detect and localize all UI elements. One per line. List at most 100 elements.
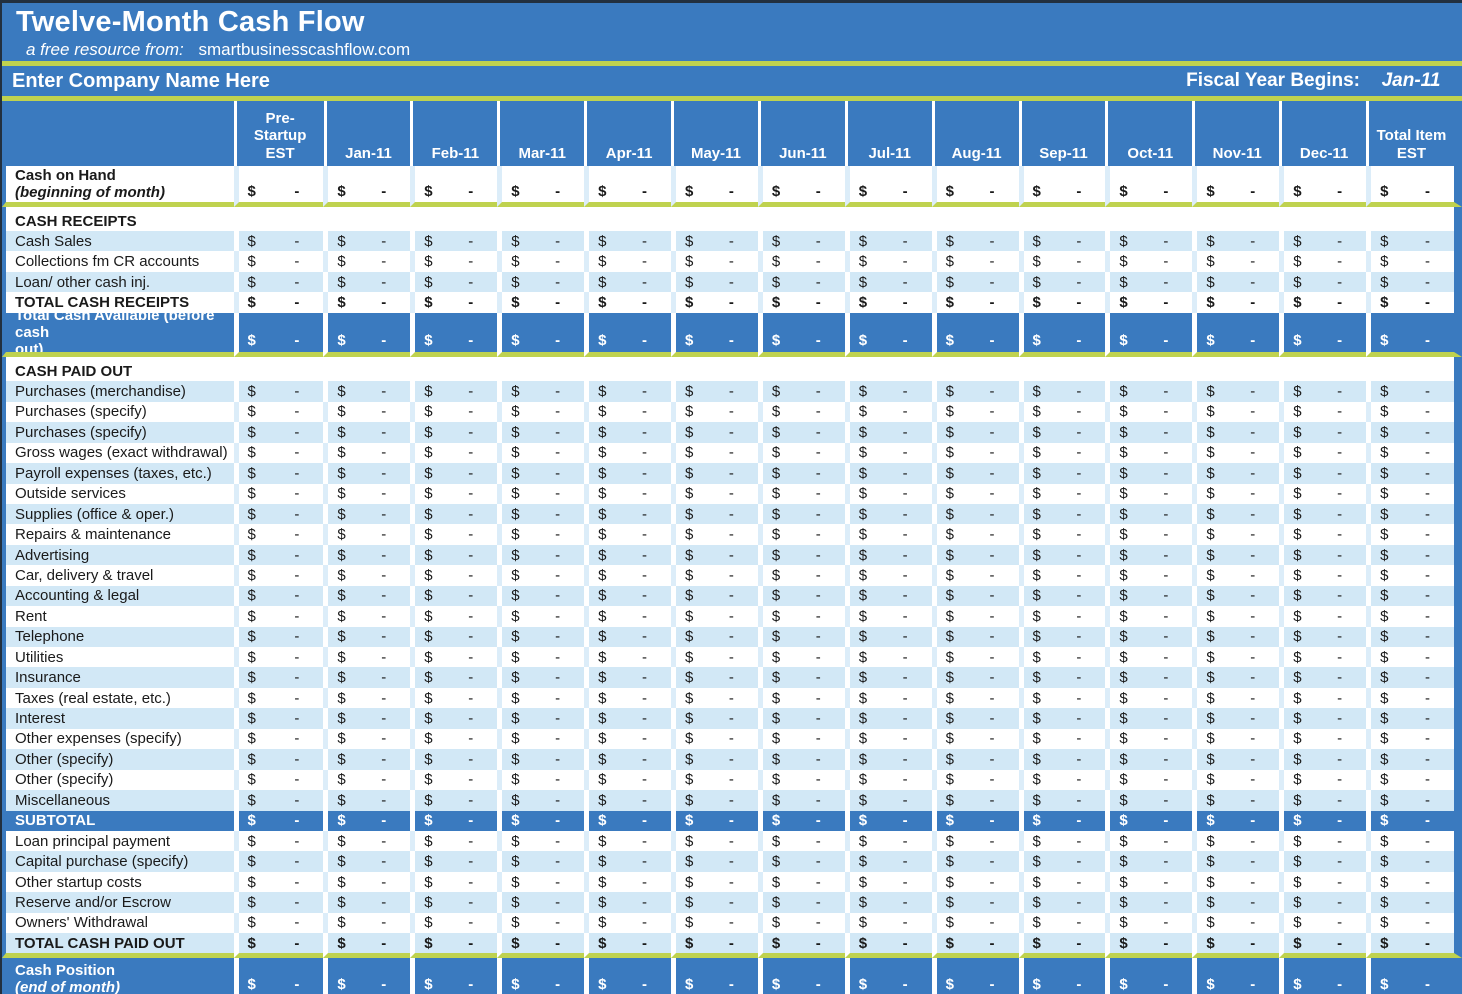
column-header-mar-11[interactable]: Mar-11 [497,101,584,166]
value-cell[interactable]: $ - [233,463,324,484]
column-header-sep-11[interactable]: Sep-11 [1018,101,1106,166]
value-cell[interactable]: $ - [410,606,497,627]
value-cell[interactable]: $ - [1279,687,1366,709]
value-cell[interactable]: $ - [844,381,932,402]
value-cell[interactable]: $ - [1192,565,1279,586]
value-cell[interactable]: $ - [1192,728,1279,750]
value-cell[interactable]: $ - [844,958,932,994]
value-cell[interactable]: $ - [1366,606,1462,627]
value-cell[interactable]: $ - [1192,422,1279,443]
value-cell[interactable]: $ - [584,830,671,852]
value-cell[interactable]: $ - [670,503,758,525]
value-cell[interactable]: $ - [670,830,758,852]
value-cell[interactable]: $ - [1018,687,1106,709]
row-label[interactable]: Cash on Hand (beginning of month) [2,166,234,207]
value-cell[interactable]: $ - [844,708,932,729]
value-cell[interactable]: $ - [1279,728,1366,750]
value-cell[interactable]: $ - [757,933,845,959]
value-cell[interactable]: $ - [1279,166,1367,207]
value-cell[interactable]: $ - [844,231,932,252]
value-cell[interactable]: $ - [1192,463,1279,484]
value-cell[interactable]: $ - [323,463,410,484]
value-cell[interactable]: $ - [1105,933,1193,959]
value-cell[interactable]: $ - [1366,292,1462,314]
value-cell[interactable]: $ - [584,463,671,484]
value-cell[interactable]: $ - [323,422,410,443]
value-cell[interactable]: $ - [670,626,758,647]
column-header-may-11[interactable]: May-11 [671,101,758,166]
value-cell[interactable]: $ - [497,626,584,647]
value-cell[interactable]: $ - [1105,769,1192,791]
row-label[interactable]: Telephone [2,626,234,647]
value-cell[interactable]: $ - [1105,606,1192,627]
value-cell[interactable]: $ - [584,313,671,358]
row-label[interactable]: Other startup costs [2,871,234,893]
value-cell[interactable]: $ - [497,231,584,252]
value-cell[interactable]: $ - [233,606,324,627]
row-label[interactable]: Loan/ other cash inj. [2,271,234,293]
value-cell[interactable]: $ - [410,442,497,464]
value-cell[interactable]: $ - [233,483,324,504]
value-cell[interactable]: $ - [1018,790,1106,811]
value-cell[interactable]: $ - [670,647,758,668]
value-cell[interactable]: $ - [1192,912,1279,934]
value-cell[interactable]: $ - [1279,871,1366,893]
value-cell[interactable]: $ - [1105,790,1192,811]
value-cell[interactable]: $ - [323,626,410,647]
value-cell[interactable]: $ - [1279,463,1366,484]
value-cell[interactable]: $ - [410,463,497,484]
value-cell[interactable]: $ - [1018,830,1106,852]
value-cell[interactable]: $ - [410,483,497,504]
value-cell[interactable]: $ - [844,585,932,607]
value-cell[interactable]: $ - [931,231,1019,252]
row-label[interactable]: Purchases (merchandise) [2,381,234,402]
value-cell[interactable]: $ - [1279,422,1366,443]
value-cell[interactable]: $ - [1018,503,1106,525]
value-cell[interactable]: $ - [323,401,410,423]
value-cell[interactable]: $ - [1105,687,1192,709]
value-cell[interactable]: $ - [497,810,584,831]
value-cell[interactable]: $ - [1279,810,1366,831]
value-cell[interactable]: $ - [757,231,845,252]
value-cell[interactable]: $ - [844,463,932,484]
value-cell[interactable]: $ - [497,271,584,293]
value-cell[interactable]: $ - [1279,912,1366,934]
value-cell[interactable]: $ - [757,442,845,464]
value-cell[interactable]: $ - [1279,958,1366,994]
value-cell[interactable]: $ - [323,381,410,402]
value-cell[interactable]: $ - [844,626,932,647]
value-cell[interactable]: $ - [844,503,932,525]
value-cell[interactable]: $ - [233,231,324,252]
value-cell[interactable]: $ - [584,871,671,893]
value-cell[interactable]: $ - [233,166,324,207]
value-cell[interactable]: $ - [323,749,410,770]
value-cell[interactable]: $ - [1018,912,1106,934]
value-cell[interactable]: $ - [1279,749,1366,770]
value-cell[interactable]: $ - [931,851,1019,872]
value-cell[interactable]: $ - [844,251,932,272]
value-cell[interactable]: $ - [497,442,584,464]
value-cell[interactable]: $ - [1279,231,1366,252]
value-cell[interactable]: $ - [497,251,584,272]
row-label[interactable]: Other (specify) [2,769,234,791]
value-cell[interactable]: $ - [497,292,584,314]
value-cell[interactable]: $ - [1279,851,1366,872]
value-cell[interactable]: $ - [757,769,845,791]
row-label[interactable]: Rent [2,606,234,627]
value-cell[interactable]: $ - [1279,292,1366,314]
value-cell[interactable]: $ - [1366,647,1462,668]
value-cell[interactable]: $ - [497,912,584,934]
value-cell[interactable]: $ - [1279,483,1366,504]
value-cell[interactable]: $ - [1105,292,1192,314]
value-cell[interactable]: $ - [1279,769,1366,791]
value-cell[interactable]: $ - [323,769,410,791]
value-cell[interactable]: $ - [323,166,411,207]
value-cell[interactable]: $ - [844,749,932,770]
value-cell[interactable]: $ - [670,606,758,627]
value-cell[interactable]: $ - [1279,667,1366,688]
value-cell[interactable]: $ - [584,231,671,252]
value-cell[interactable]: $ - [323,544,410,566]
value-cell[interactable]: $ - [670,749,758,770]
value-cell[interactable]: $ - [323,830,410,852]
value-cell[interactable]: $ - [497,830,584,852]
